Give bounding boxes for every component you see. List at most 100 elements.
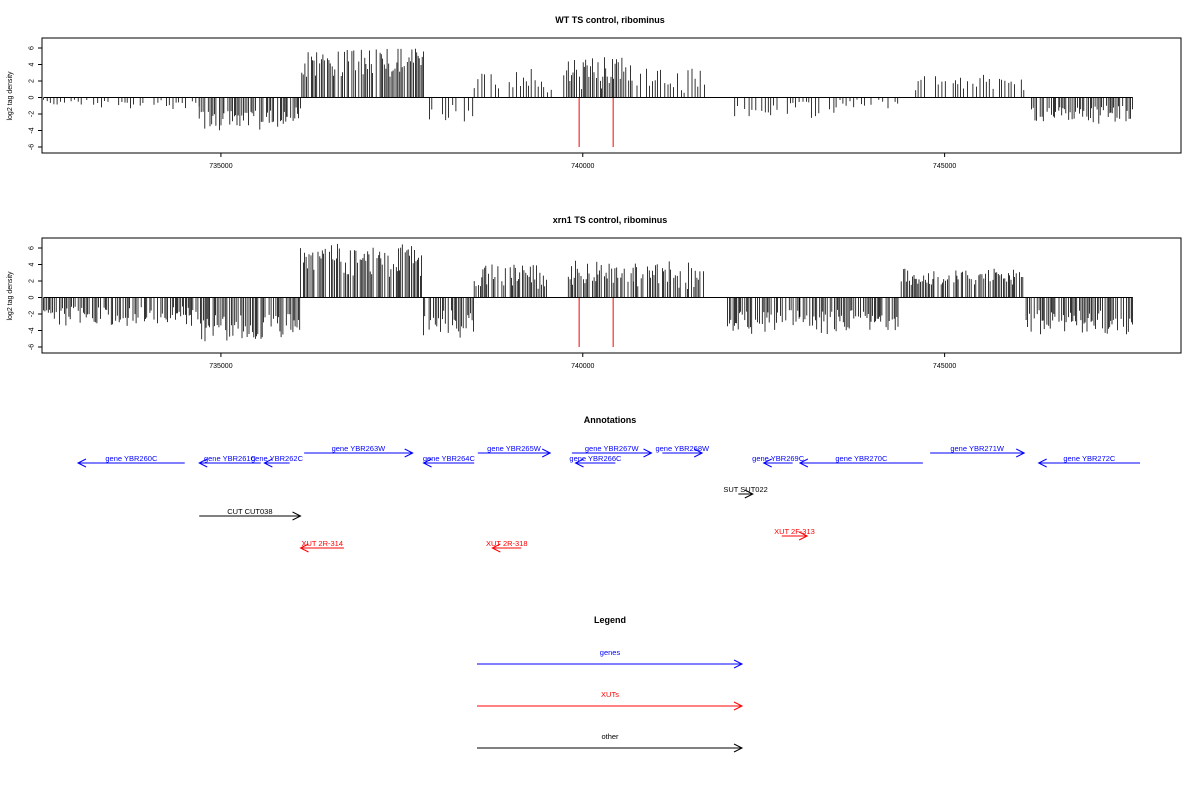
arrow-head-icon	[798, 531, 809, 541]
annotation-gene: gene YBR260C	[76, 454, 185, 468]
y-axis-label: log2 tag density	[7, 271, 14, 321]
annotation-xut: XUT 2R-318	[486, 539, 528, 553]
x-tick-label: 735000	[209, 363, 232, 370]
signal-bars	[43, 48, 1133, 131]
y-tick-label: 4	[29, 62, 36, 66]
annotation-label: gene YBR263W	[332, 444, 387, 453]
y-tick-label: -2	[29, 311, 36, 317]
annotation-label: gene YBR265W	[487, 444, 542, 453]
arrow-head-icon	[292, 511, 302, 521]
legend-entry-xut: XUTs	[477, 690, 744, 711]
annotation-label: SUT SUT022	[723, 485, 767, 494]
legend-title: Legend	[594, 615, 626, 625]
annotation-gene: gene YBR268W	[655, 444, 710, 458]
arrow-head-icon	[733, 743, 744, 753]
arrow-head-icon	[76, 458, 87, 468]
legend-entry-other: other	[477, 732, 744, 753]
arrow-head-icon	[541, 448, 552, 458]
arrow-head-icon	[798, 458, 809, 468]
annotation-label: XUT 2R-314	[301, 539, 343, 548]
y-tick-label: 2	[29, 279, 36, 283]
annotation-gene: gene YBR272C	[1037, 454, 1140, 468]
arrow-head-icon	[693, 448, 704, 458]
y-tick-label: 0	[29, 95, 36, 99]
arrow-head-icon	[491, 543, 501, 553]
y-tick-label: -2	[29, 111, 36, 117]
annotation-label: gene YBR262C	[251, 454, 304, 463]
arrow-head-icon	[762, 458, 772, 468]
x-tick-label: 740000	[571, 163, 594, 170]
arrow-head-icon	[263, 458, 273, 468]
annotation-label: gene YBR272C	[1063, 454, 1116, 463]
y-ticks: 6 4 2 0 -2 -4 -6	[29, 246, 42, 350]
annotation-label: gene YBR267W	[585, 444, 640, 453]
annotation-label: gene YBR260C	[105, 454, 158, 463]
annotation-gene: gene YBR262C	[251, 454, 304, 468]
annotation-label: gene YBR264C	[423, 454, 476, 463]
y-ticks: 6 4 2 0 -2 -4 -6	[29, 46, 42, 150]
arrow-head-icon	[198, 458, 208, 468]
annotation-gene: gene YBR261C	[198, 454, 261, 468]
arrow-head-icon	[1037, 458, 1047, 468]
annotation-gene: gene YBR266C	[569, 454, 622, 468]
annotation-label: gene YBR269C	[752, 454, 805, 463]
annotation-gene: gene YBR263W	[304, 444, 414, 458]
panel-xrn1: xrn1 TS control, ribominus log2 tag dens…	[7, 215, 1182, 370]
annotation-gene: gene YBR264C	[422, 454, 476, 468]
legend-label: XUTs	[601, 690, 619, 699]
arrow-head-icon	[744, 489, 754, 499]
annotation-label: gene YBR268W	[655, 444, 710, 453]
annotation-other: SUT SUT022	[723, 485, 768, 499]
y-tick-label: -6	[29, 144, 36, 150]
annotation-gene: gene YBR270C	[798, 454, 923, 468]
plot-frame	[41, 237, 1182, 354]
panel-title: WT TS control, ribominus	[555, 15, 665, 25]
highlight-lines	[578, 297, 614, 347]
x-tick-label: 735000	[209, 163, 232, 170]
annotation-xut: XUT 2R-314	[299, 539, 344, 553]
annotation-gene: gene YBR269C	[752, 454, 805, 468]
panel-wt: WT TS control, ribominus log2 tag densit…	[7, 15, 1182, 170]
annotation-label: gene YBR271W	[950, 444, 1005, 453]
annotation-other: CUT CUT038	[199, 507, 302, 521]
annotation-label: gene YBR270C	[835, 454, 888, 463]
arrow-head-icon	[422, 458, 432, 468]
y-tick-label: -6	[29, 344, 36, 350]
arrow-head-icon	[733, 701, 744, 711]
x-ticks: 735000 740000 745000	[209, 353, 956, 370]
arrow-head-icon	[733, 659, 744, 669]
legend-entry-gene: genes	[477, 648, 744, 669]
arrow-head-icon	[404, 448, 414, 458]
annotation-label: CUT CUT038	[227, 507, 272, 516]
annotation-label: XUT 2R-318	[486, 539, 528, 548]
annotations-title: Annotations	[584, 415, 637, 425]
annotations-panel: Annotations gene YBR260C gene YBR261Cgene…	[76, 415, 1140, 553]
panel-title: xrn1 TS control, ribominus	[553, 215, 668, 225]
annotation-label: gene YBR266C	[569, 454, 622, 463]
legend: Legend genes XUTs other	[477, 615, 744, 753]
legend-label: genes	[600, 648, 621, 657]
arrow-head-icon	[574, 458, 584, 468]
annotation-gene: gene YBR267W	[571, 444, 653, 458]
y-tick-label: 6	[29, 46, 36, 50]
arrow-head-icon	[1015, 448, 1026, 458]
legend-label: other	[601, 732, 619, 741]
y-tick-label: -4	[29, 327, 36, 333]
y-tick-label: 4	[29, 262, 36, 266]
y-tick-label: -4	[29, 127, 36, 133]
x-tick-label: 745000	[933, 163, 956, 170]
x-tick-label: 740000	[571, 363, 594, 370]
signal-bars	[43, 243, 1133, 342]
annotation-gene: gene YBR271W	[930, 444, 1026, 458]
arrow-head-icon	[299, 543, 309, 553]
legend-items: genes XUTs other	[477, 648, 744, 753]
x-tick-label: 745000	[933, 363, 956, 370]
y-tick-label: 2	[29, 79, 36, 83]
y-tick-label: 6	[29, 246, 36, 250]
y-axis-label: log2 tag density	[7, 71, 14, 121]
annotation-xut: XUT 2F-313	[774, 527, 815, 541]
arrow-head-icon	[643, 448, 653, 458]
x-ticks: 735000 740000 745000	[209, 153, 956, 170]
